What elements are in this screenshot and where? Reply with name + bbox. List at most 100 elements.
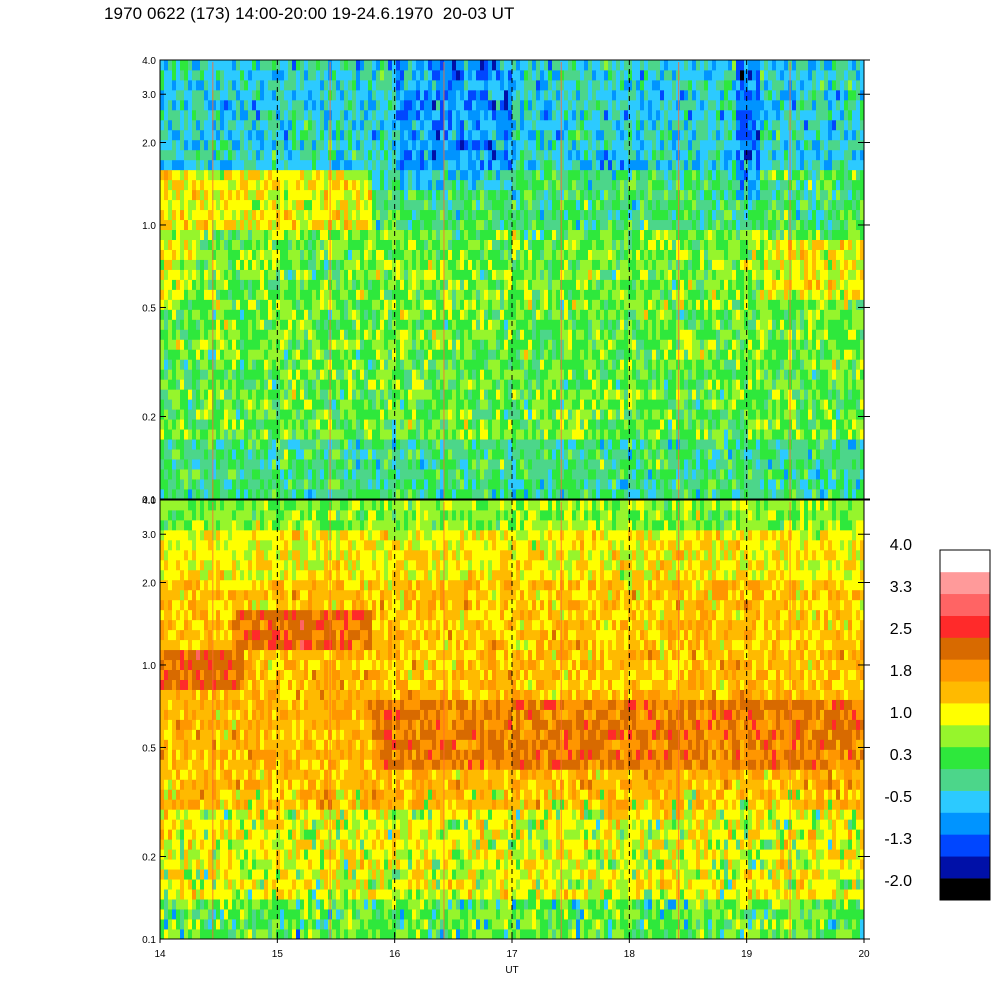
heatmap-cell	[184, 339, 189, 350]
heatmap-cell	[200, 129, 205, 141]
heatmap-cell	[180, 89, 185, 101]
heatmap-cell	[580, 69, 585, 81]
heatmap-cell	[280, 489, 285, 500]
heatmap-cell	[276, 339, 281, 350]
heatmap-cell	[288, 149, 293, 161]
heatmap-cell	[452, 479, 457, 490]
heatmap-cell	[568, 259, 573, 270]
heatmap-cell	[404, 379, 409, 390]
heatmap-cell	[312, 409, 317, 420]
heatmap-cell	[604, 229, 609, 240]
heatmap-cell	[568, 139, 573, 151]
heatmap-cell	[292, 339, 297, 350]
heatmap-cell	[424, 479, 429, 490]
heatmap-cell	[304, 209, 309, 221]
heatmap-cell	[396, 459, 401, 470]
heatmap-cell	[268, 259, 273, 270]
heatmap-cell	[300, 319, 305, 330]
heatmap-cell	[528, 469, 533, 480]
heatmap-cell	[228, 469, 233, 480]
heatmap-cell	[472, 379, 477, 390]
heatmap-cell	[316, 309, 321, 320]
heatmap-cell	[212, 409, 217, 420]
heatmap-cell	[196, 459, 201, 470]
heatmap-cell	[324, 249, 329, 260]
heatmap-cell	[308, 139, 313, 151]
heatmap-cell	[216, 69, 221, 81]
heatmap-cell	[596, 79, 601, 91]
heatmap-cell	[412, 329, 417, 340]
heatmap-cell	[552, 239, 557, 250]
heatmap-cell	[612, 289, 617, 300]
heatmap-cell	[184, 189, 189, 201]
heatmap-cell	[440, 319, 445, 330]
heatmap-cell	[160, 389, 165, 400]
heatmap-cell	[224, 229, 229, 240]
heatmap-cell	[344, 79, 349, 91]
heatmap-cell	[336, 79, 341, 91]
heatmap-cell	[492, 289, 497, 300]
heatmap-cell	[544, 139, 549, 151]
heatmap-cell	[560, 79, 565, 91]
heatmap-cell	[300, 269, 305, 280]
heatmap-cell	[396, 469, 401, 480]
heatmap-cell	[484, 369, 489, 380]
heatmap-cell	[248, 349, 253, 360]
heatmap-cell	[468, 479, 473, 490]
heatmap-cell	[508, 409, 513, 420]
heatmap-cell	[428, 109, 433, 121]
heatmap-cell	[556, 99, 561, 111]
heatmap-cell	[480, 489, 485, 500]
heatmap-cell	[520, 469, 525, 480]
heatmap-cell	[364, 469, 369, 480]
heatmap-cell	[364, 79, 369, 91]
heatmap-cell	[240, 309, 245, 320]
heatmap-cell	[436, 249, 441, 260]
heatmap-cell	[572, 219, 577, 231]
heatmap-cell	[208, 149, 213, 161]
heatmap-cell	[492, 369, 497, 380]
heatmap-cell	[212, 119, 217, 131]
heatmap-cell	[612, 389, 617, 400]
heatmap-cell	[588, 439, 593, 450]
heatmap-cell	[488, 269, 493, 280]
heatmap-cell	[496, 249, 501, 260]
heatmap-cell	[344, 209, 349, 221]
heatmap-cell	[384, 129, 389, 141]
heatmap-cell	[604, 409, 609, 420]
heatmap-cell	[232, 279, 237, 290]
heatmap-cell	[528, 109, 533, 121]
heatmap-cell	[316, 229, 321, 240]
heatmap-cell	[396, 189, 401, 201]
heatmap-cell	[472, 259, 477, 270]
heatmap-cell	[612, 369, 617, 380]
heatmap-cell	[508, 199, 513, 211]
heatmap-cell	[600, 209, 605, 221]
heatmap-cell	[508, 479, 513, 490]
heatmap-cell	[456, 119, 461, 131]
heatmap-cell	[464, 79, 469, 91]
heatmap-cell	[256, 229, 261, 240]
heatmap-cell	[324, 109, 329, 121]
heatmap-cell	[200, 99, 205, 111]
heatmap-cell	[528, 389, 533, 400]
heatmap-cell	[276, 289, 281, 300]
heatmap-cell	[388, 239, 393, 250]
heatmap-cell	[480, 339, 485, 350]
heatmap-cell	[240, 339, 245, 350]
heatmap-cell	[512, 399, 517, 410]
heatmap-cell	[300, 69, 305, 81]
heatmap-cell	[404, 439, 409, 450]
heatmap-cell	[580, 79, 585, 91]
heatmap-cell	[468, 439, 473, 450]
heatmap-cell	[276, 69, 281, 81]
heatmap-cell	[380, 299, 385, 310]
heatmap-cell	[540, 329, 545, 340]
heatmap-cell	[484, 289, 489, 300]
heatmap-cell	[608, 419, 613, 430]
heatmap-cell	[288, 179, 293, 191]
heatmap-cell	[368, 219, 373, 231]
heatmap-cell	[532, 229, 537, 240]
heatmap-cell	[348, 169, 353, 181]
heatmap-cell	[492, 329, 497, 340]
